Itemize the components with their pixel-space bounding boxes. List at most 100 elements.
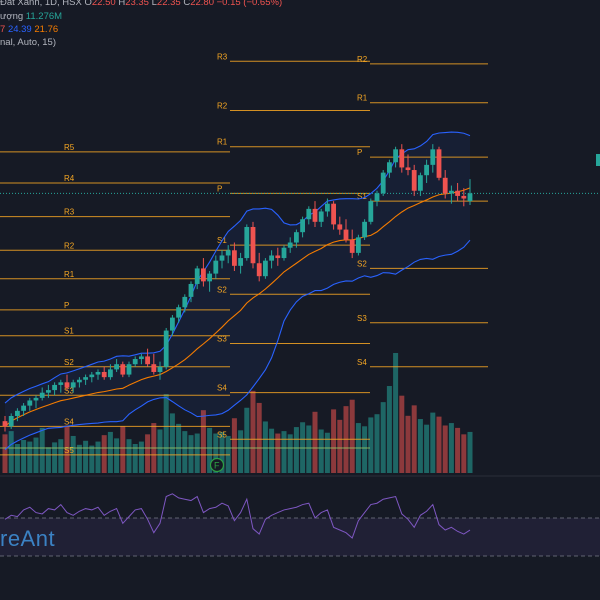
volume-bar (200, 410, 206, 473)
volume-bar (163, 394, 169, 473)
volume-bar (318, 429, 324, 473)
candle-body (349, 239, 355, 253)
pivot-label-s5: S5 (64, 446, 74, 455)
volume-bar (312, 411, 318, 473)
legend-close: 22.80 (190, 0, 214, 8)
volume-bar (207, 427, 213, 473)
volume-bar (405, 415, 411, 473)
volume-bar (442, 425, 448, 473)
candle-body (331, 203, 336, 225)
candle-body (232, 250, 237, 266)
candle-body (287, 242, 293, 248)
candle-body (356, 237, 361, 253)
bollinger-upper-line (4, 131, 471, 404)
candle-body (362, 221, 367, 238)
legend-open: 22.50 (91, 0, 116, 8)
legend-low: 22.35 (156, 0, 181, 8)
legend-volume-value: 11.276M (25, 11, 63, 22)
candle-body (8, 415, 14, 427)
pivot-label-r3: R3 (217, 52, 228, 61)
volume-bar (64, 425, 70, 473)
volume-bar (362, 426, 368, 473)
pivot-label-r1: R1 (217, 138, 228, 147)
legend-bb-upper: 24.39 (7, 24, 32, 35)
volume-bar (114, 438, 120, 473)
pivot-label-r1: R1 (357, 94, 368, 103)
volume-bar (21, 439, 27, 473)
legend-high: 23.35 (125, 0, 149, 8)
pivot-label-s4: S4 (357, 358, 367, 367)
candle-body (263, 260, 268, 277)
candle-body (27, 400, 33, 406)
legend-ohlc: Đất Xanh, 1D, HSX O22.50 H23.35 L22.35 C… (0, 0, 282, 9)
volume-bar (157, 429, 163, 473)
candle-body (256, 263, 262, 277)
pivot-label-s3: S3 (64, 386, 74, 395)
pivot-label-r2: R2 (217, 101, 228, 110)
candle-body (139, 356, 144, 360)
volume-bar (337, 419, 343, 473)
volume-bar (324, 432, 330, 473)
volume-bar (461, 434, 467, 473)
pivot-label-p: P (357, 148, 362, 157)
candle-body (325, 203, 330, 212)
pivot-label-s3: S3 (217, 334, 227, 343)
pivot-label-s2: S2 (217, 285, 227, 294)
candle-body (145, 356, 150, 365)
volume-bar (436, 416, 442, 473)
pivot-label-s2: S2 (357, 259, 367, 268)
candle-body (281, 247, 287, 259)
candle-body (46, 390, 51, 393)
volume-bar (238, 430, 244, 473)
candle-body (294, 232, 299, 243)
volume-bar (448, 423, 454, 473)
candle-body (244, 226, 250, 259)
candle-body (312, 208, 318, 222)
candle-body (430, 149, 436, 165)
volume-bar (331, 409, 337, 473)
bollinger-lower-line (4, 239, 471, 451)
volume-bar (424, 424, 430, 473)
candle-body (151, 364, 157, 372)
candle-body (89, 374, 95, 378)
volume-bar (39, 427, 45, 473)
candle-body (318, 211, 324, 222)
pivot-label-r5: R5 (64, 143, 75, 152)
volume-bar (256, 402, 262, 473)
pivot-label-p: P (217, 184, 222, 193)
pivot-label-s5: S5 (217, 430, 227, 439)
volume-bar (89, 445, 95, 473)
volume-bar (213, 433, 219, 473)
last-price-tag (596, 154, 600, 166)
candle-body (399, 149, 405, 168)
legend-high-label: H (118, 0, 126, 8)
pivot-label-s4: S4 (64, 417, 74, 426)
volume-bar (287, 434, 293, 473)
volume-bar (386, 386, 392, 473)
volume-bar (244, 407, 250, 473)
candle-body (219, 255, 225, 261)
legend-symbol: Đất Xanh, 1D, HSX (0, 0, 82, 8)
candle-body (201, 268, 206, 282)
candle-body (213, 260, 219, 274)
volume-bar (275, 433, 281, 473)
candle-body (374, 193, 380, 202)
volume-bar (269, 428, 275, 473)
candle-body (39, 392, 45, 398)
volume-bar (231, 418, 237, 473)
candle-body (157, 366, 163, 372)
legend-pivots-text: nal, Auto, 15) (0, 37, 56, 48)
candle-body (58, 382, 64, 385)
split-marker-label: F (214, 461, 220, 471)
candle-body (77, 379, 82, 383)
candle-body (238, 258, 243, 266)
volume-bar (467, 431, 473, 473)
legend-bb-basis: 7 (0, 24, 6, 35)
candle-body (343, 229, 349, 240)
candle-body (455, 190, 460, 196)
volume-bar (399, 395, 405, 473)
volume-bar (45, 447, 51, 473)
volume-bar (306, 425, 312, 473)
candle-body (120, 364, 126, 375)
